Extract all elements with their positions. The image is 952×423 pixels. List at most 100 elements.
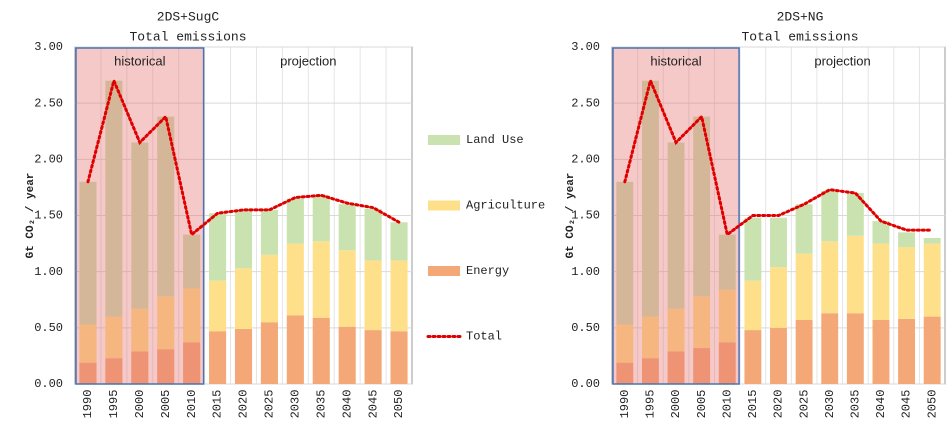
x-tick-label: 2015	[211, 390, 225, 419]
bar-segment	[641, 80, 659, 317]
x-tick-label: 2030	[823, 390, 837, 419]
bar-segment	[693, 296, 711, 349]
x-tick-label: 2035	[314, 390, 328, 419]
total-line	[623, 75, 934, 238]
bar-segment	[183, 234, 201, 289]
bar-segment	[209, 331, 227, 384]
bar-segment	[718, 289, 736, 343]
y-tick-label: 3.00	[571, 40, 600, 54]
bar-segment	[234, 328, 253, 384]
legend-swatch	[428, 135, 460, 145]
x-tick-label: 2010	[720, 390, 734, 419]
bar-segment	[338, 204, 356, 251]
x-tick-label: 2050	[925, 390, 939, 419]
bar-segment	[693, 348, 711, 384]
bar-segment	[898, 246, 916, 319]
bar-segment	[364, 330, 382, 384]
bar-segment	[390, 260, 408, 332]
y-tick-label: 0.00	[34, 377, 63, 391]
y-axis-label: Gt CO₂ / year	[565, 173, 577, 259]
bar-segment	[79, 324, 97, 363]
bar-segment	[693, 116, 711, 297]
y-tick-label: 1.00	[571, 265, 600, 279]
x-tick-label: 1995	[107, 390, 121, 419]
subtitle: Total emissions	[129, 29, 246, 44]
bar-segment	[923, 237, 941, 244]
bar-segment	[667, 308, 685, 352]
bar-segment	[616, 181, 634, 325]
subtitle: Total emissions	[741, 29, 858, 44]
annotation: projection	[814, 53, 870, 68]
legend-label: Total	[466, 330, 502, 344]
bar-segment	[744, 330, 762, 384]
bar-segment	[616, 324, 634, 363]
bar-segment	[234, 209, 253, 269]
x-tick-label: 1990	[81, 390, 95, 419]
bar-segment	[79, 181, 97, 325]
bar-segment	[183, 342, 201, 384]
bar-segment	[667, 351, 685, 384]
bar-segment	[641, 358, 659, 384]
bar-segment	[667, 142, 685, 309]
bar-segment	[131, 142, 149, 309]
bar-segment	[770, 217, 787, 268]
bar-segment	[312, 317, 330, 384]
y-tick-label: 1.00	[34, 265, 63, 279]
bar-segment	[364, 260, 382, 331]
historical-shade	[75, 47, 205, 385]
x-tick-label: 2020	[772, 390, 786, 419]
x-tick-label: 2045	[366, 390, 380, 419]
legend-swatch	[428, 266, 460, 276]
bar-segment	[105, 80, 123, 317]
bar-segment	[923, 316, 941, 384]
bar-segment	[821, 313, 839, 384]
y-tick-label: 2.50	[34, 96, 63, 110]
bar-segment	[312, 241, 330, 318]
y-tick-label: 0.50	[34, 321, 63, 335]
bar-segment	[846, 193, 864, 236]
bar-segment	[795, 319, 813, 384]
bar-segment	[286, 243, 304, 316]
bar-segment	[390, 331, 408, 384]
x-tick-label: 1990	[618, 390, 632, 419]
y-tick-label: 3.00	[34, 40, 63, 54]
legend-swatch	[428, 200, 460, 211]
bar-segment	[872, 319, 890, 384]
bar-segment	[260, 322, 278, 384]
legend-label: Energy	[466, 264, 509, 278]
bar-segment	[744, 280, 762, 331]
bar-segment	[131, 308, 149, 352]
bar-segment	[718, 342, 736, 384]
x-tick-label: 2050	[392, 390, 406, 419]
x-tick-label: 2035	[849, 390, 863, 419]
y-axis-label: Gt CO₂ / year	[25, 173, 37, 259]
x-tick-label: 2045	[900, 390, 914, 419]
annotation: historical	[650, 53, 701, 68]
x-tick-label: 2010	[185, 390, 199, 419]
bar-segment	[821, 190, 839, 242]
bar-segment	[390, 222, 408, 261]
y-tick-label: 0.50	[571, 321, 600, 335]
x-tick-label: 2030	[289, 390, 303, 419]
bar-segment	[795, 204, 813, 254]
bar-segment	[157, 296, 175, 350]
bar-segment	[821, 241, 839, 314]
legend-label: Agriculture	[466, 199, 545, 213]
bar-segment	[157, 349, 175, 384]
bar-segment	[744, 217, 762, 281]
bar-segment	[209, 213, 227, 281]
historical-shade	[612, 47, 740, 385]
bar-segment	[260, 209, 278, 255]
annotation: historical	[114, 53, 165, 68]
bar-segment	[209, 280, 227, 332]
bar-segment	[338, 250, 356, 327]
total-line	[86, 76, 401, 238]
annotation: projection	[280, 53, 336, 68]
bar-segment	[898, 232, 916, 247]
bar-segment	[131, 351, 149, 384]
y-tick-label: 1.50	[34, 209, 63, 223]
bar-segment	[286, 198, 304, 244]
bar-segment	[105, 316, 123, 359]
